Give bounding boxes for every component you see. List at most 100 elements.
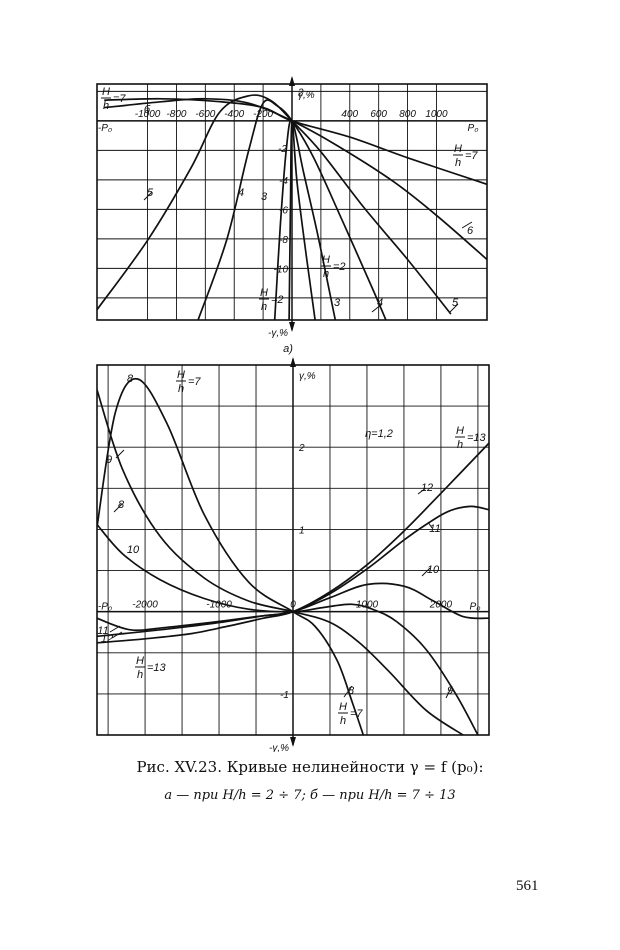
annotation-ratio: Hh =7: [338, 701, 363, 727]
ratio-numerator: H: [456, 425, 464, 437]
y-tick-label: -8: [279, 235, 288, 246]
annotation-ratio: Hh =13: [135, 655, 167, 681]
y-axis-arrow-down: [290, 737, 296, 747]
y-tick-label: -2: [278, 144, 287, 155]
curve-label: 4: [238, 187, 244, 199]
curve-label: 5: [452, 297, 459, 309]
x-tick-label: -200: [253, 109, 273, 120]
y-tick-label: -6: [279, 205, 288, 216]
curve-label: 9: [106, 454, 112, 466]
curve-label-leader: [343, 685, 353, 698]
series-curve-4: [197, 99, 387, 320]
ratio-value: =7: [113, 93, 126, 105]
ratio-value: =7: [188, 376, 201, 388]
curve-label-leader: [143, 191, 153, 201]
series-curve-10: [97, 523, 479, 735]
ratio-value: =2: [333, 261, 346, 273]
annotation-ratio: Hh =13: [455, 425, 487, 451]
ratio-numerator: H: [136, 655, 144, 667]
curve-label-leader: [445, 685, 453, 699]
chart-b: -2000-100001000200021-1P₀-P₀γ,%-γ,%б)889…: [96, 357, 490, 752]
x-tick-label: -1000: [206, 600, 232, 611]
x-tick-label: -600: [195, 109, 215, 120]
x-tick-label: -2000: [132, 600, 158, 611]
series-curve-2: [288, 120, 316, 320]
ratio-value: =7: [465, 150, 478, 162]
x-axis-title-negative: -P₀: [98, 602, 112, 613]
x-tick-label: 1000: [425, 109, 448, 120]
curve-label-leader: [417, 487, 427, 495]
curve-label: 10: [127, 544, 140, 556]
annotation-ratio: Hh =7: [176, 369, 201, 395]
x-tick-label: -800: [166, 109, 186, 120]
ratio-denominator: h: [323, 268, 329, 280]
annotation-text: б: [144, 104, 151, 116]
curve-label-leader: [113, 503, 123, 513]
curve-label-leader: [111, 631, 123, 639]
ratio-value: =13: [147, 662, 167, 674]
ratio-denominator: h: [137, 669, 143, 681]
series-curve-6: [104, 97, 487, 261]
ratio-denominator: h: [457, 439, 463, 451]
x-axis-title-positive: P₀: [470, 602, 481, 613]
y-tick-label: -1: [280, 690, 289, 701]
ratio-denominator: h: [261, 301, 267, 313]
ratio-denominator: h: [340, 715, 346, 727]
ratio-numerator: H: [102, 86, 110, 98]
curve-label: 11: [97, 625, 108, 637]
curve-label: 8: [127, 373, 134, 385]
x-axis-title-negative: -P₀: [98, 123, 112, 134]
annotation-ratio: Hh =7: [453, 143, 478, 169]
y-axis-title-positive: γ,%: [299, 371, 316, 382]
figure-caption-legend: а — при H/h = 2 ÷ 7; б — при H/h = 7 ÷ 1…: [164, 788, 456, 803]
page-number: 561: [516, 878, 539, 894]
curve-label: 12: [421, 482, 433, 494]
curve-label-leader: [449, 303, 459, 313]
y-axis-title-negative: -γ,%: [268, 328, 288, 339]
y-axis-title-positive: γ,%: [298, 90, 315, 101]
y-axis-title-negative: -γ,%: [269, 743, 289, 752]
x-tick-label: 800: [399, 109, 416, 120]
x-tick-label: -400: [224, 109, 244, 120]
series-curve-5: [97, 94, 452, 315]
ratio-numerator: H: [454, 143, 462, 155]
curve-label: 3: [261, 191, 268, 203]
x-tick-label: 1000: [356, 600, 379, 611]
ratio-numerator: H: [339, 701, 347, 713]
y-tick-label: 2: [298, 443, 305, 454]
ratio-numerator: H: [322, 254, 330, 266]
curve-label: 6: [467, 225, 474, 237]
curve-label: 3: [334, 297, 341, 309]
y-axis-arrow-up: [290, 357, 296, 367]
curve-label: 8: [348, 685, 355, 697]
series-curve-12: [97, 505, 489, 638]
curve-label-leader: [109, 625, 121, 633]
y-tick-label: 1: [299, 525, 305, 536]
curve-label-leader: [427, 521, 433, 529]
curve-label-leader: [461, 221, 473, 229]
chart-a: -1000 -800 -600 -400 -200 400 600 800 10002-4-6-…: [96, 76, 488, 355]
x-tick-label: -1000: [135, 109, 161, 120]
ratio-value: =7: [350, 708, 363, 720]
ratio-denominator: h: [178, 383, 184, 395]
annotation-text: η=1,2: [365, 428, 393, 440]
figure-caption-title: Рис. XV.23. Кривые нелинейности γ = f (p…: [136, 758, 484, 776]
ratio-value: =2: [271, 294, 284, 306]
series-curve-H-h-13: [97, 442, 489, 644]
series-curve-9: [97, 389, 464, 735]
series-curve-11: [97, 582, 489, 632]
x-tick-label: 600: [370, 109, 387, 120]
series-curve-8: [97, 377, 365, 735]
x-axis-title-positive: P₀: [468, 123, 479, 134]
y-axis-arrow-down: [289, 322, 295, 332]
y-axis-arrow-up: [289, 76, 295, 86]
annotation-ratio: Hh =2: [259, 287, 284, 313]
x-tick-label: 0: [290, 600, 296, 611]
panel-label: а): [283, 343, 293, 355]
ratio-value: =13: [467, 432, 487, 444]
ratio-denominator: h: [455, 157, 461, 169]
ratio-numerator: H: [260, 287, 268, 299]
x-tick-label: 400: [341, 109, 358, 120]
curve-label: 11: [429, 523, 440, 535]
